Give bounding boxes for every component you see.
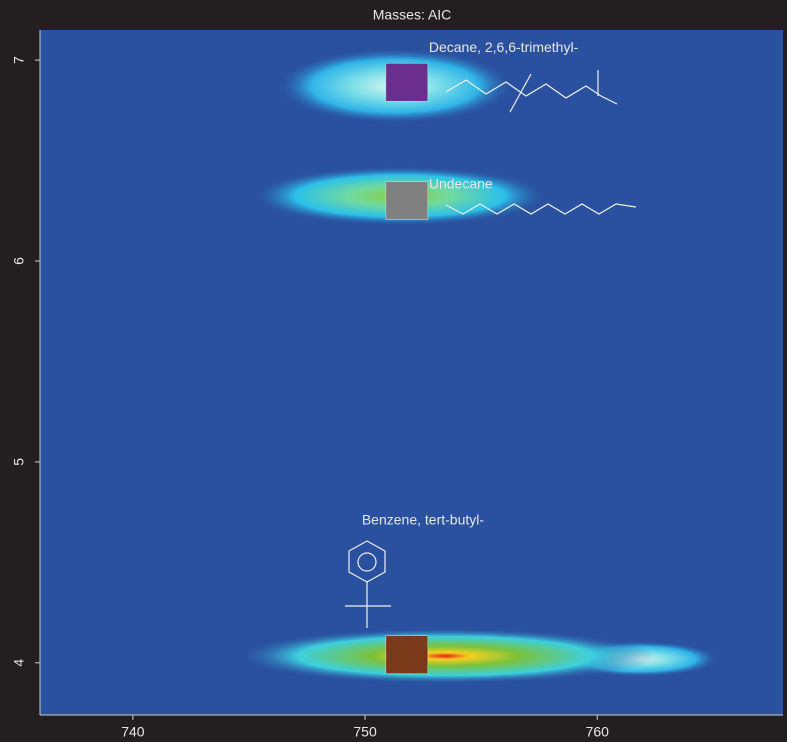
x-tick-label: 750 xyxy=(353,724,377,740)
peak-marker xyxy=(385,635,429,674)
structure-undecane xyxy=(445,203,637,215)
chart-title: Masses: AIC xyxy=(373,7,452,23)
y-tick-label: 6 xyxy=(11,257,27,265)
intensity-map xyxy=(235,48,720,684)
x-tick-label: 760 xyxy=(586,724,610,740)
y-tick-label: 4 xyxy=(11,659,27,667)
structure-decane xyxy=(445,79,618,105)
plot-area xyxy=(40,30,783,715)
peak-marker xyxy=(385,181,429,220)
peak-label: Undecane xyxy=(429,175,493,191)
y-tick-label: 7 xyxy=(11,56,27,64)
x-tick-label: 740 xyxy=(121,724,145,740)
structure-decane xyxy=(509,73,532,113)
structures xyxy=(345,70,637,628)
structure-benzene xyxy=(357,552,377,572)
y-tick-label: 5 xyxy=(11,458,27,466)
peak-label: Benzene, tert-butyl- xyxy=(362,511,485,527)
peak-marker xyxy=(385,62,429,102)
peak-blob xyxy=(235,628,655,684)
peak-label: Decane, 2,6,6-trimethyl- xyxy=(429,39,579,55)
